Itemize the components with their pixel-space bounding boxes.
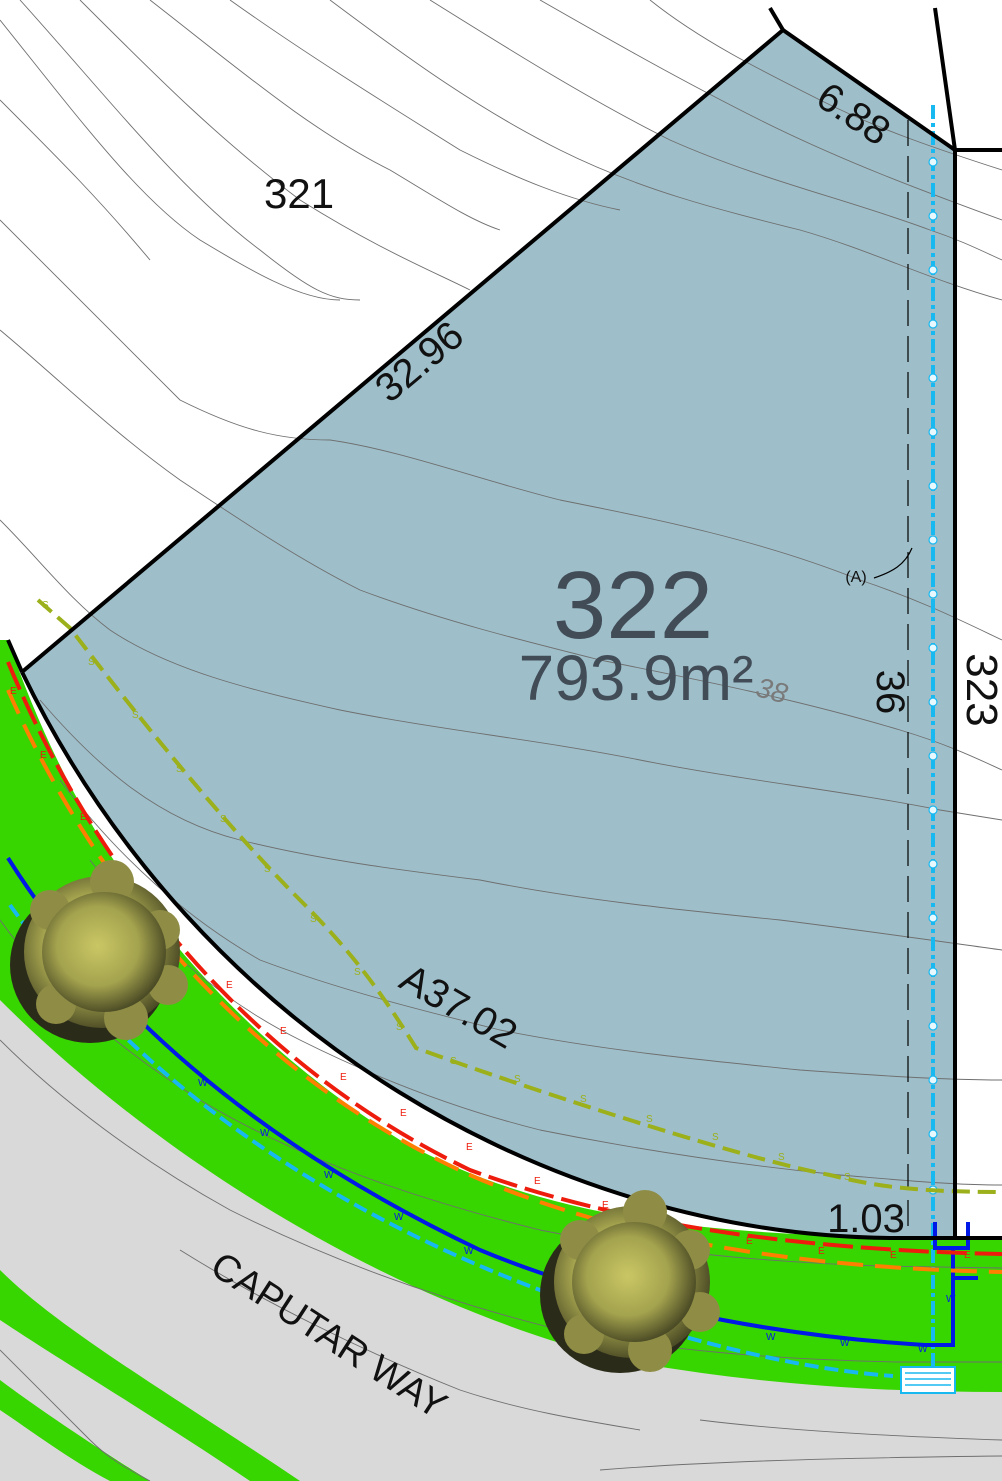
service-letter-s: S (264, 864, 271, 875)
sewer-main (36, 598, 1002, 1194)
dimension-east: 36 (868, 670, 912, 715)
service-letter-s: S (354, 967, 361, 978)
service-letter-s: S (310, 914, 317, 925)
service-letter-e: E (890, 1250, 897, 1261)
stormwater-pit-icon (900, 1366, 956, 1394)
easement-leader (873, 547, 913, 579)
dimension-south-corner: 1.03 (827, 1197, 905, 1241)
service-letter-e: E (466, 1142, 473, 1153)
electric-main (6, 661, 1002, 1256)
service-letter-w: W (324, 1170, 334, 1181)
service-letter-s: S (580, 1094, 587, 1105)
lot-number: 322 (553, 552, 713, 659)
service-letter-e: E (280, 1026, 287, 1037)
service-letter-s: S (778, 1152, 785, 1163)
neighbour-lot-323: 323 (957, 653, 1002, 726)
service-letter-e: E (80, 812, 87, 823)
service-letter-e: E (340, 1072, 347, 1083)
lot-322-parcel (22, 30, 955, 1238)
service-letter-s: S (450, 1056, 457, 1067)
easement-label: (A) (845, 569, 866, 586)
service-letter-s: S (176, 764, 183, 775)
road-boundary-extension (6, 639, 1002, 1240)
electric-labels: E E E E E E E E E E E E E E (10, 686, 971, 1261)
service-letter-w: W (946, 1294, 956, 1305)
service-letter-e: E (534, 1176, 541, 1187)
service-letter-e: E (226, 980, 233, 991)
median-strip-lower (0, 1380, 150, 1481)
service-letter-s: S (396, 1022, 403, 1033)
lot-322-boundary (20, 27, 957, 1240)
service-letter-e: E (602, 1200, 609, 1211)
road-carriageway (0, 1000, 1002, 1481)
stormwater-junctions (928, 157, 938, 1195)
service-letter-s: S (646, 1114, 653, 1125)
sewer-labels: S S S S S S S S S S S S S S S S (42, 600, 851, 1183)
lot-area: 793.9m² (519, 642, 754, 714)
service-letter-w: W (464, 1246, 474, 1257)
service-letter-w: W (394, 1212, 404, 1223)
service-letter-s: S (132, 710, 139, 721)
lot-321-boundary (768, 6, 785, 32)
water-labels: W W W W W W W W W (198, 1078, 956, 1355)
service-letter-w: W (766, 1332, 776, 1343)
service-letter-e: E (964, 1250, 971, 1261)
service-letter-e: E (400, 1108, 407, 1119)
service-letter-e: E (40, 750, 47, 761)
service-letter-w: W (840, 1338, 850, 1349)
service-letter-s: S (42, 600, 49, 611)
service-letter-w: W (260, 1128, 270, 1139)
service-letter-w: W (198, 1078, 208, 1089)
service-letter-s: S (220, 814, 227, 825)
service-letter-e: E (746, 1236, 753, 1247)
service-letter-s: S (844, 1172, 851, 1183)
service-letter-w: W (918, 1344, 928, 1355)
service-letter-s: S (712, 1132, 719, 1143)
service-letter-e: E (818, 1246, 825, 1257)
service-letter-s: S (514, 1074, 521, 1085)
street-tree-icon (540, 1190, 720, 1373)
neighbour-lot-321: 321 (264, 170, 334, 217)
service-letter-e: E (10, 686, 17, 697)
street-tree-icon (10, 860, 188, 1043)
service-letter-s: S (88, 657, 95, 668)
